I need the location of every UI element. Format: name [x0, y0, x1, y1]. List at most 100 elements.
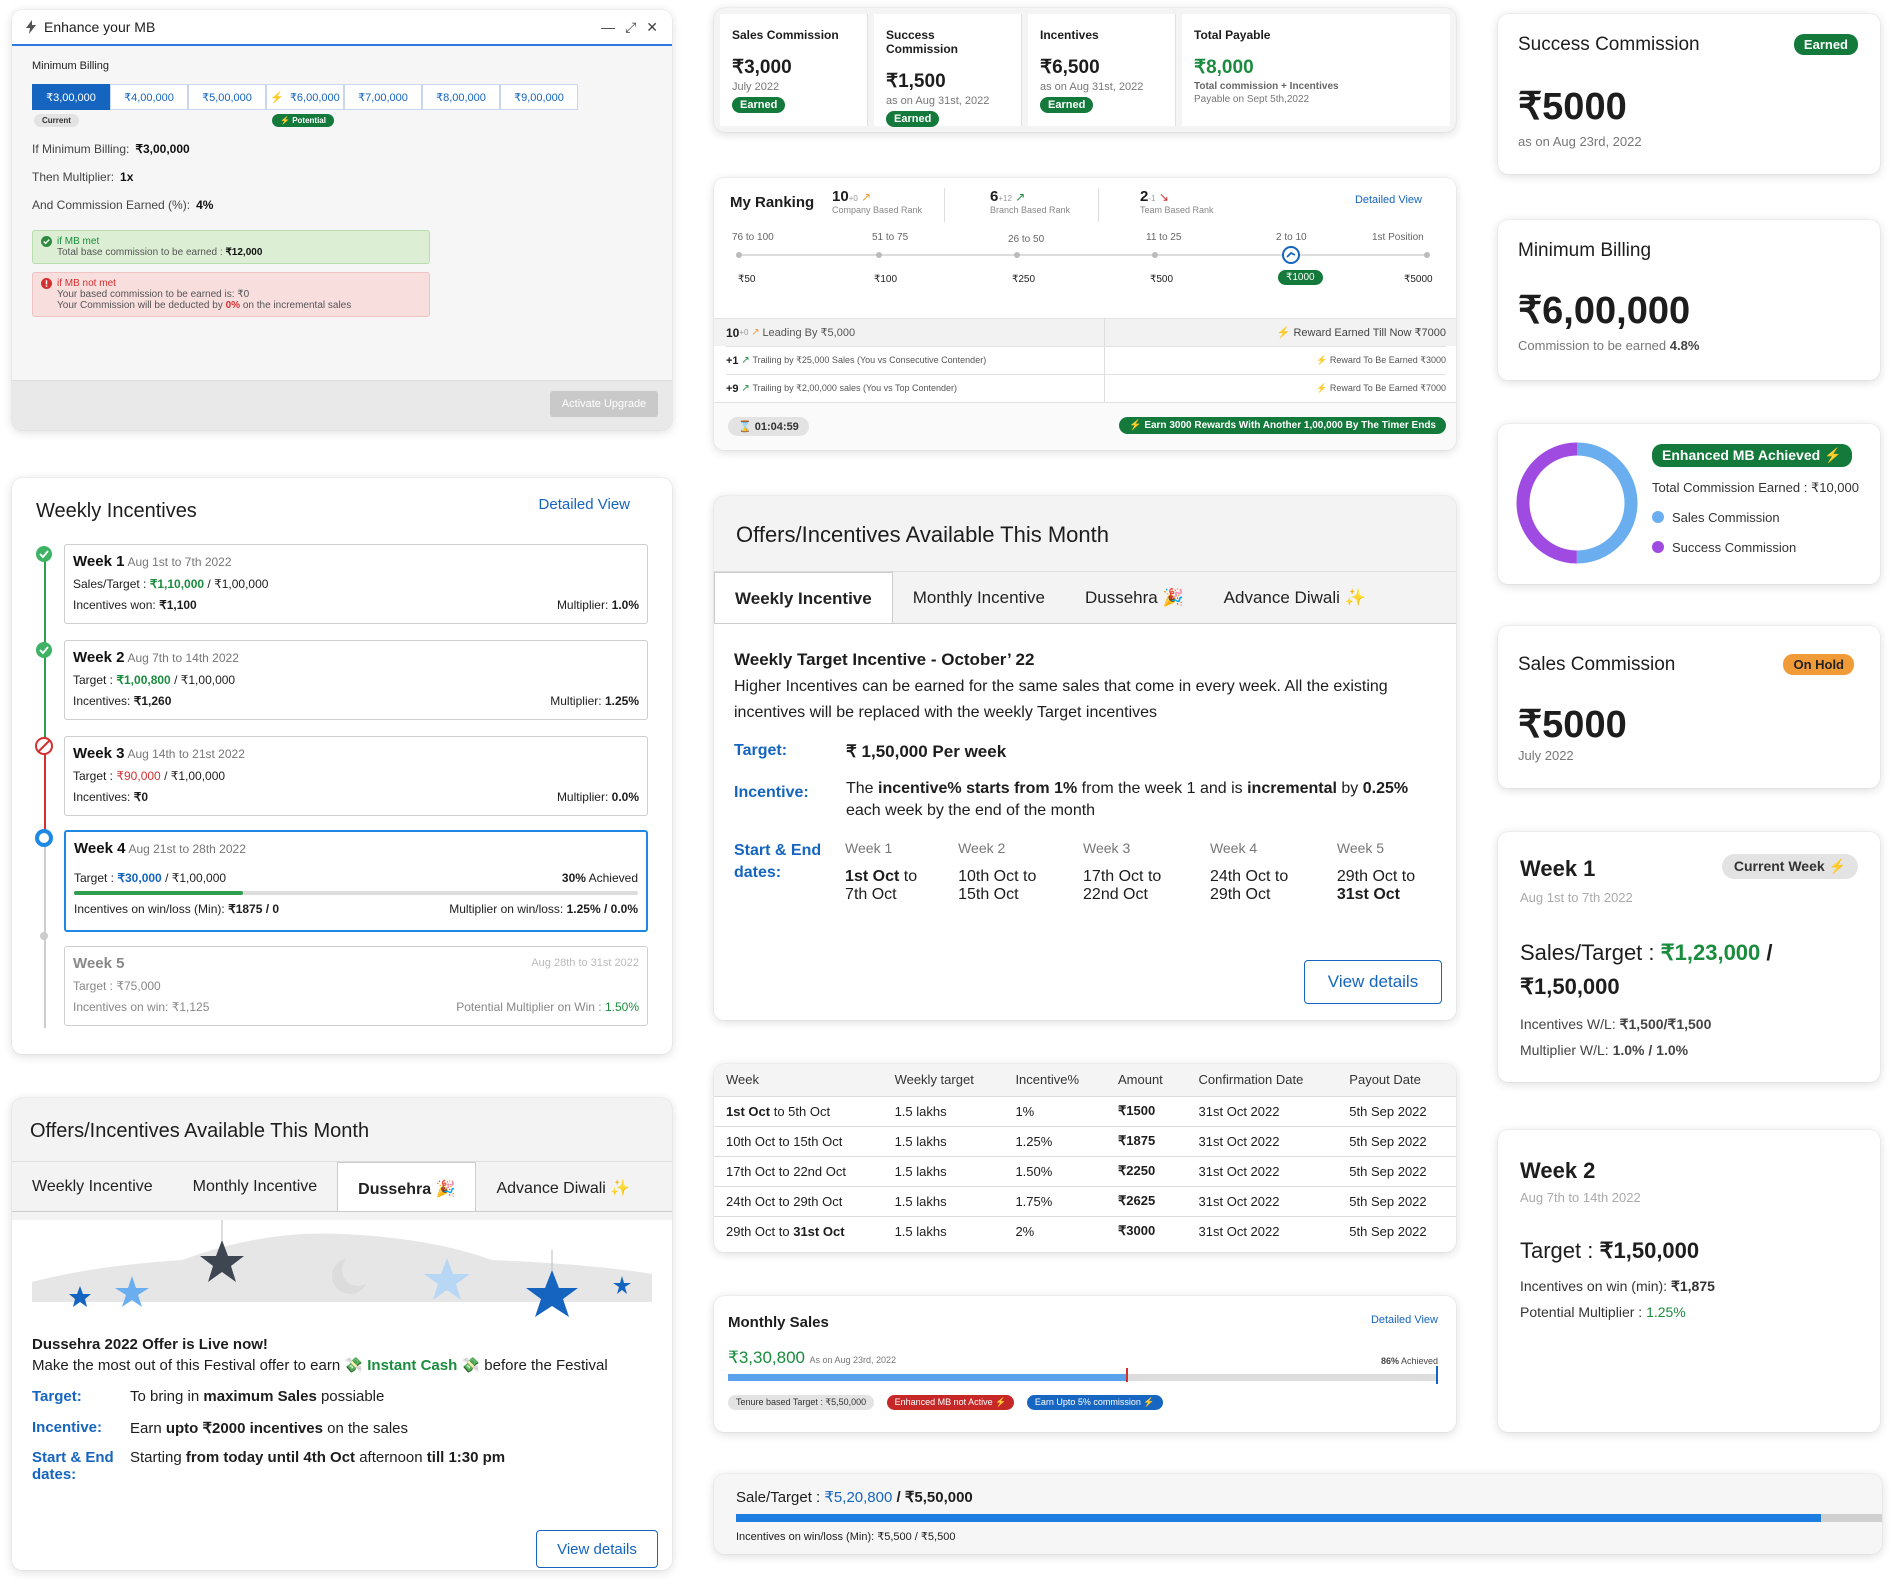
cell: 1.5 lakhs	[882, 1215, 1004, 1246]
bolt-icon: ⚡	[1828, 858, 1846, 874]
range-label: 11 to 25	[1146, 232, 1182, 243]
pending-step-icon	[40, 932, 48, 940]
week-card-current[interactable]: Week 4 Aug 21st to 28th 2022 Target : ₹30…	[64, 830, 648, 932]
billing-option[interactable]: ₹7,00,000	[344, 84, 422, 110]
enhanced-mb-tag[interactable]: Enhanced MB not Active ⚡	[886, 1395, 1015, 1410]
tab-advance-diwali[interactable]: Advance Diwali ✨	[496, 1180, 631, 1197]
bolt-icon: ⚡	[995, 1397, 1007, 1407]
enhanced-mb-card: Enhanced MB Achieved ⚡ Total Commission …	[1498, 424, 1880, 584]
billing-option[interactable]: ₹3,00,000	[32, 84, 110, 110]
week-to: to	[1274, 868, 1289, 885]
week-col: Week 1 1st Oct to 7th Oct	[845, 840, 958, 904]
trend-up-icon: ↗	[1015, 190, 1026, 204]
week-col-dates: 17th Oct to 22nd Oct	[1083, 868, 1210, 904]
table-row: 24th Oct to 29th Oct 1.5 lakhs 1.75% ₹26…	[714, 1185, 1456, 1216]
check-circle-icon	[36, 546, 52, 562]
festival-illustration	[32, 1220, 652, 1317]
commission-row: And Commission Earned (%): 4%	[32, 198, 652, 212]
commission-amount: ₹5000	[1518, 704, 1627, 746]
error-icon	[41, 278, 52, 289]
tab-dussehra[interactable]: Dussehra 🎉	[337, 1162, 477, 1211]
ranking-row: +9 ↗ Trailing by ₹2,00,000 sales (You vs…	[726, 374, 1446, 402]
tab-advance-diwali[interactable]: Advance Diwali ✨	[1223, 588, 1366, 607]
week-dates: Aug 1st to 7th 2022	[127, 555, 232, 569]
week-bold: 1st Oct	[726, 1103, 771, 1119]
inc-text: Earn	[130, 1420, 162, 1437]
week-start: 1st Oct	[845, 868, 900, 885]
week-card[interactable]: Week 2 Aug 7th to 14th 2022 Target : ₹1,0…	[64, 640, 648, 720]
tab-dussehra[interactable]: Dussehra 🎉	[1085, 588, 1184, 607]
detailed-view-link[interactable]: Detailed View	[1354, 194, 1422, 206]
tab-weekly-incentive[interactable]: Weekly Incentive	[714, 572, 893, 623]
week-card[interactable]: Week 1 Aug 1st to 7th 2022 Sales/Target :…	[64, 544, 648, 624]
range-label: 2 to 10	[1276, 232, 1307, 243]
track-line	[738, 254, 1428, 256]
timer: ⌛ 01:04:59	[728, 417, 809, 436]
inc-value: ₹1875 / 0	[228, 902, 280, 916]
instant-cash: Instant Cash	[367, 1357, 458, 1374]
activate-upgrade-button[interactable]: Activate Upgrade	[550, 391, 658, 417]
billing-option[interactable]: ₹4,00,000	[110, 84, 188, 110]
inc-bold: incremental	[1247, 780, 1337, 797]
week-col: Week 3 17th Oct to 22nd Oct	[1083, 840, 1210, 904]
detailed-view-link[interactable]: Detailed View	[1370, 1314, 1438, 1326]
week-card-upcoming[interactable]: Week 5 Aug 28th to 31st 2022 Target : ₹75…	[64, 946, 648, 1026]
cell: 5th Sep 2022	[1337, 1155, 1456, 1186]
potential-label: Potential	[292, 116, 326, 125]
commission-tag[interactable]: Earn Upto 5% commission ⚡	[1026, 1395, 1163, 1410]
tab-weekly-incentive[interactable]: Weekly Incentive	[32, 1178, 153, 1195]
view-details-button[interactable]: View details	[1304, 960, 1442, 1004]
if-mb-row: If Minimum Billing: ₹3,00,000	[32, 142, 652, 156]
reward-value-current: ₹1000	[1278, 270, 1323, 285]
sales-tags: Tenure based Target : ₹5,50,000 Enhanced…	[728, 1392, 1163, 1410]
target-label: Target:	[32, 1388, 82, 1405]
rewards-cta[interactable]: ⚡ Earn 3000 Rewards With Another 1,00,00…	[1119, 417, 1446, 434]
week-dates: Aug 7th to 14th 2022	[127, 651, 239, 665]
week-title: Week 3 Aug 14th to 21st 2022	[73, 745, 639, 762]
week-target-line: Sales/Target : ₹1,10,000 / ₹1,00,000	[73, 577, 639, 591]
inc-label: Incentives on win:	[73, 1000, 169, 1014]
cell: 1.5 lakhs	[882, 1095, 1004, 1126]
notmet-line1: Your based commission to be earned is: ₹…	[57, 289, 250, 300]
view-details-button[interactable]: View details	[536, 1530, 658, 1568]
total-commission: Total Commission Earned : ₹10,000	[1652, 480, 1859, 495]
target-label: Target :	[73, 673, 114, 687]
offer-desc: Make the most out of this Festival offer…	[32, 1356, 652, 1374]
detailed-view-link[interactable]: Detailed View	[538, 496, 630, 513]
stat-sub: July 2022	[732, 81, 780, 93]
offer-incentive-row: Incentive: Earn upto ₹2000 incentives on …	[32, 1419, 652, 1437]
inc-label: Incentives on win (min):	[1520, 1278, 1668, 1294]
minimize-icon[interactable]: —	[601, 19, 616, 35]
cell: 1.5 lakhs	[882, 1125, 1004, 1156]
inc-label: Incentives:	[73, 694, 131, 708]
inc-label: Incentives won:	[73, 598, 156, 612]
close-icon[interactable]: ✕	[646, 18, 658, 35]
tab-monthly-incentive[interactable]: Monthly Incentive	[192, 1178, 318, 1195]
mb-met-alert: if MB met Total base commission to be ea…	[32, 230, 430, 264]
trend-up-icon: ↗	[861, 190, 872, 204]
timeline-line	[44, 836, 46, 1028]
range-label: 26 to 50	[1008, 234, 1045, 245]
earned-badge: Earned	[886, 111, 940, 127]
reward-value: ₹100	[874, 274, 898, 285]
col-header: Payout Date	[1337, 1064, 1456, 1096]
earned-badge: Earned	[732, 97, 786, 113]
billing-option[interactable]: ₹5,00,000	[188, 84, 266, 110]
week-name: Week 2	[73, 649, 125, 666]
target-label: Target :	[1520, 1238, 1594, 1263]
weekly-targets-table-card: Week Weekly target Incentive% Amount Con…	[714, 1064, 1456, 1252]
range-label: 51 to 75	[872, 232, 909, 243]
timeline-line	[44, 548, 46, 644]
expand-icon[interactable]: ⤢	[625, 18, 637, 35]
tenure-target-tag: Tenure based Target : ₹5,50,000	[728, 1395, 875, 1410]
billing-option[interactable]: ₹9,00,000	[500, 84, 578, 110]
cell-week: 10th Oct to 15th Oct	[714, 1125, 883, 1156]
target-text: To bring in	[130, 1388, 200, 1405]
timer-value: 01:04:59	[754, 421, 799, 433]
billing-option[interactable]: ₹8,00,000	[422, 84, 500, 110]
week2-card: Week 2 Aug 7th to 14th 2022 Target : ₹1,…	[1498, 1130, 1880, 1432]
week-rest: to 29th Oct	[778, 1193, 843, 1209]
billing-option[interactable]: ⚡ ₹6,00,000	[266, 84, 344, 110]
week-card[interactable]: Week 3 Aug 14th to 21st 2022 Target : ₹90…	[64, 736, 648, 816]
tab-monthly-incentive[interactable]: Monthly Incentive	[912, 588, 1045, 607]
